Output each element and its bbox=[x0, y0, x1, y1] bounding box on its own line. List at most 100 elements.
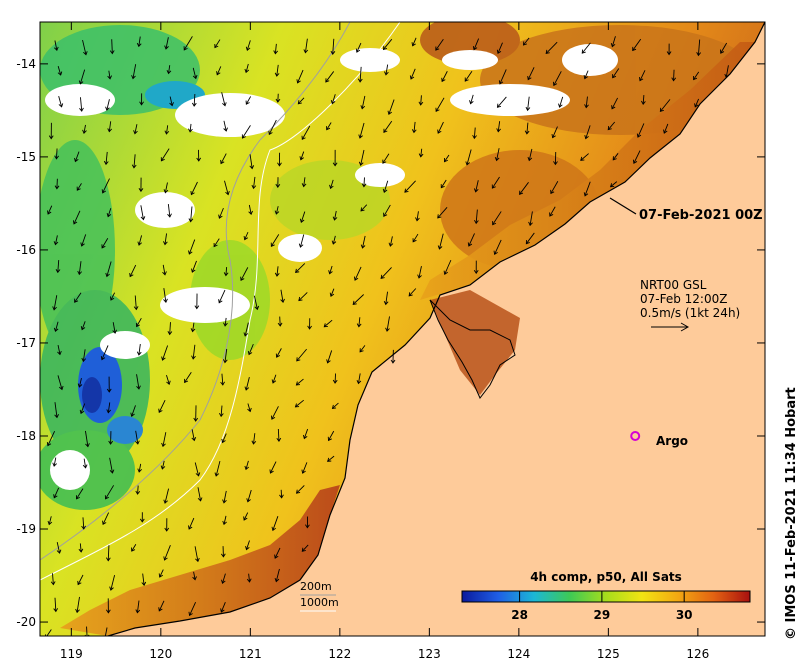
current-arrow-head bbox=[222, 520, 227, 526]
current-arrow-head bbox=[80, 242, 85, 247]
current-arrow-head bbox=[305, 524, 310, 529]
current-arrow bbox=[607, 121, 616, 130]
current-arrow bbox=[325, 71, 335, 83]
current-arrow bbox=[383, 38, 393, 50]
current-arrow bbox=[420, 95, 422, 105]
current-arrow bbox=[53, 487, 60, 498]
current-arrow-head bbox=[72, 220, 78, 225]
current-arrow-head bbox=[139, 518, 145, 523]
current-arrow bbox=[327, 455, 335, 462]
valid-time-annotation: 07-Feb-2021 00Z bbox=[609, 197, 763, 223]
current-arrow-head bbox=[240, 276, 245, 281]
current-arrow bbox=[413, 121, 416, 133]
current-arrow-head bbox=[54, 155, 59, 160]
current-arrow bbox=[468, 233, 475, 247]
current-arrow-head bbox=[53, 608, 59, 613]
current-arrow-head bbox=[196, 157, 202, 162]
current-arrow-head bbox=[441, 77, 446, 83]
current-arrow-head bbox=[107, 128, 113, 133]
current-arrow bbox=[102, 178, 110, 194]
current-arrow bbox=[438, 233, 444, 250]
current-arrow bbox=[549, 206, 556, 217]
current-arrow bbox=[296, 348, 307, 362]
current-arrow-head bbox=[295, 489, 301, 494]
current-arrow-head bbox=[329, 292, 335, 297]
current-arrow bbox=[550, 181, 559, 194]
current-arrow-head bbox=[581, 49, 586, 54]
current-arrow bbox=[611, 36, 616, 47]
current-arrow-head bbox=[74, 298, 79, 303]
current-arrow bbox=[80, 97, 83, 112]
current-arrow bbox=[464, 70, 473, 82]
current-arrow-head bbox=[160, 465, 166, 470]
current-arrow-head bbox=[382, 45, 388, 51]
current-arrow bbox=[82, 39, 87, 55]
current-arrow-head bbox=[223, 272, 229, 277]
current-arrow-head bbox=[274, 272, 280, 277]
current-arrow-head bbox=[218, 412, 224, 418]
lon-tick-label: 122 bbox=[328, 647, 351, 661]
current-arrow bbox=[223, 120, 227, 132]
current-arrow-head bbox=[58, 385, 64, 391]
current-arrow bbox=[276, 64, 279, 77]
current-arrow bbox=[497, 42, 503, 54]
current-arrow-head bbox=[222, 359, 228, 364]
current-arrow-head bbox=[440, 184, 445, 189]
current-arrow bbox=[302, 462, 308, 474]
current-arrow-head bbox=[46, 441, 52, 447]
current-arrow-head bbox=[467, 242, 473, 247]
plot-frame bbox=[39, 21, 766, 637]
current-arrow-head bbox=[221, 579, 226, 584]
current-arrow-head bbox=[103, 160, 109, 166]
current-arrow-head bbox=[383, 212, 388, 218]
current-arrow-head bbox=[101, 244, 106, 249]
current-arrow bbox=[194, 462, 200, 476]
current-arrow-head bbox=[301, 135, 306, 141]
lon-tick-label: 119 bbox=[60, 647, 83, 661]
current-arrow bbox=[101, 238, 109, 249]
current-arrow-head bbox=[270, 242, 275, 247]
current-arrow bbox=[57, 65, 62, 76]
current-arrow bbox=[244, 322, 249, 337]
king-sound-coast bbox=[429, 299, 516, 399]
current-arrow-head bbox=[223, 127, 228, 132]
current-arrow-head bbox=[666, 51, 672, 56]
current-arrow-head bbox=[77, 270, 83, 276]
current-arrow bbox=[528, 148, 533, 161]
current-arrow-head bbox=[327, 436, 332, 442]
current-arrow bbox=[249, 154, 253, 169]
current-arrow bbox=[163, 288, 167, 303]
current-arrow bbox=[475, 180, 479, 192]
current-arrow-head bbox=[163, 499, 168, 504]
current-arrow-head bbox=[494, 156, 500, 162]
current-arrow-head bbox=[109, 50, 115, 55]
current-arrow-head bbox=[246, 578, 252, 583]
current-arrow-head bbox=[52, 462, 57, 467]
current-arrow bbox=[164, 182, 168, 193]
current-arrow-head bbox=[245, 545, 250, 551]
current-arrow bbox=[386, 316, 390, 332]
current-arrow-head bbox=[244, 465, 250, 471]
current-arrow-head bbox=[273, 50, 279, 55]
current-arrow-head bbox=[53, 327, 59, 333]
current-arrow bbox=[46, 629, 52, 636]
current-arrow-head bbox=[53, 46, 59, 52]
current-arrow-head bbox=[583, 192, 589, 197]
current-arrow-head bbox=[274, 554, 279, 559]
current-arrow bbox=[135, 430, 139, 445]
current-arrow-head bbox=[275, 98, 281, 103]
current-arrow bbox=[223, 515, 227, 525]
current-arrow-head bbox=[358, 161, 364, 167]
current-arrow bbox=[140, 205, 144, 220]
current-arrow-head bbox=[221, 438, 226, 444]
current-arrow-head bbox=[444, 158, 448, 163]
current-arrow-head bbox=[76, 186, 81, 191]
current-arrow bbox=[79, 69, 86, 85]
current-arrow-head bbox=[162, 271, 167, 276]
current-arrow bbox=[112, 322, 116, 334]
current-arrow bbox=[389, 236, 393, 247]
current-arrow bbox=[299, 234, 305, 248]
current-arrow bbox=[164, 488, 170, 504]
current-arrow bbox=[354, 266, 362, 281]
current-arrow-head bbox=[498, 80, 504, 85]
